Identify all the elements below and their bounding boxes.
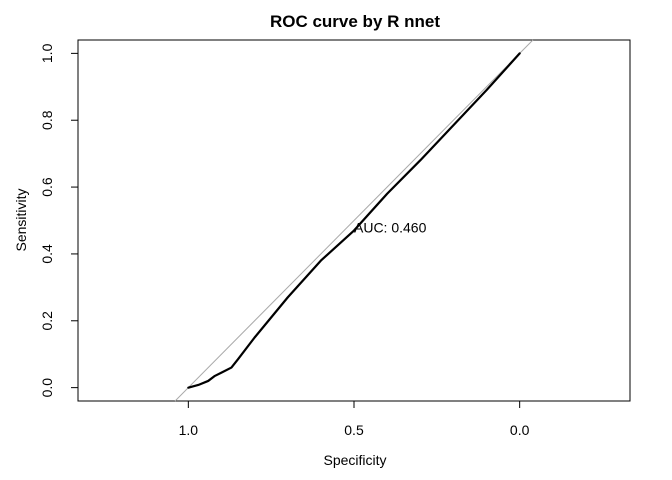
y-axis-label: Sensitivity [13, 188, 29, 251]
chart-title: ROC curve by R nnet [270, 12, 440, 31]
reference-layer [174, 39, 534, 402]
roc-curve-line [187, 52, 521, 389]
annotation-layer: AUC: 0.460 [354, 220, 427, 236]
x-tick-label: 0.0 [510, 422, 530, 438]
y-tick-label: 0.8 [39, 110, 55, 130]
y-tick-label: 0.4 [39, 244, 55, 264]
y-axis: 0.0 0.2 0.4 0.6 0.8 1.0 [39, 43, 79, 398]
y-tick-label: 0.2 [39, 311, 55, 331]
x-axis-label: Specificity [323, 452, 386, 468]
x-tick-label: 1.0 [179, 422, 199, 438]
y-tick-label: 1.0 [39, 43, 55, 63]
series-layer [187, 52, 521, 389]
y-tick-label: 0.6 [39, 177, 55, 197]
y-tick-label: 0.0 [39, 378, 55, 398]
x-tick-label: 0.5 [344, 422, 364, 438]
auc-annotation: AUC: 0.460 [354, 220, 427, 236]
reference-diagonal-line [174, 39, 534, 402]
x-axis: 1.0 0.5 0.0 [179, 400, 530, 438]
